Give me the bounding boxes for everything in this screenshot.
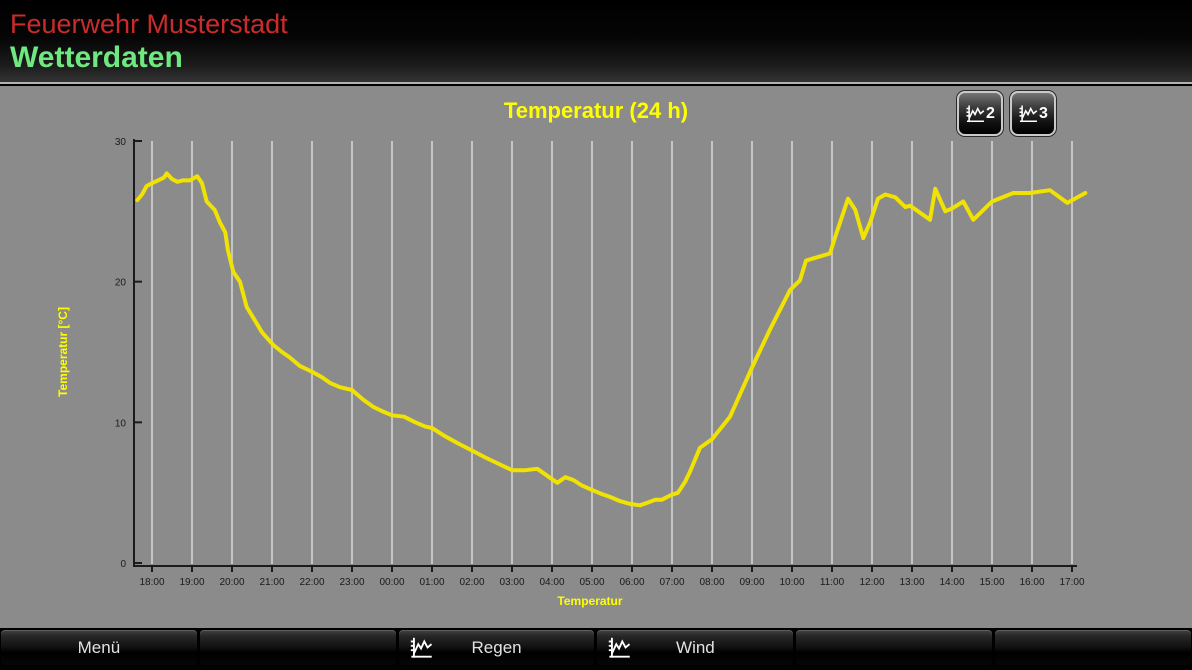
svg-text:01:00: 01:00 <box>419 577 444 588</box>
line-chart-icon <box>609 637 631 658</box>
svg-text:16:00: 16:00 <box>1019 577 1044 588</box>
svg-text:17:00: 17:00 <box>1059 577 1084 588</box>
empty-button-2[interactable] <box>796 630 993 666</box>
svg-text:10: 10 <box>115 418 127 429</box>
svg-text:30: 30 <box>115 137 127 148</box>
x-axis-label: Temperatur <box>557 594 623 608</box>
svg-text:02:00: 02:00 <box>459 577 484 588</box>
svg-text:07:00: 07:00 <box>659 577 684 588</box>
chart-title: Temperatur (24 h) <box>503 98 689 123</box>
svg-text:22:00: 22:00 <box>299 577 324 588</box>
menu-button[interactable]: Menü <box>1 630 197 666</box>
chart-view-3-button[interactable]: 3 <box>1010 91 1056 136</box>
wind-button[interactable]: Wind <box>597 630 794 666</box>
svg-text:00:00: 00:00 <box>379 577 404 588</box>
empty-button-1[interactable] <box>199 630 396 666</box>
svg-text:20: 20 <box>115 278 127 289</box>
svg-text:06:00: 06:00 <box>619 577 644 588</box>
svg-text:18:00: 18:00 <box>139 577 164 588</box>
svg-text:05:00: 05:00 <box>579 577 604 588</box>
svg-text:12:00: 12:00 <box>859 577 884 588</box>
svg-text:10:00: 10:00 <box>779 577 804 588</box>
svg-text:11:00: 11:00 <box>820 577 845 588</box>
svg-text:09:00: 09:00 <box>739 577 764 588</box>
svg-text:03:00: 03:00 <box>499 577 524 588</box>
header: Feuerwehr Musterstadt Wetterdaten <box>0 0 1192 84</box>
svg-text:13:00: 13:00 <box>899 577 924 588</box>
wind-button-label: Wind <box>676 638 715 657</box>
menu-button-label: Menü <box>77 638 121 657</box>
svg-text:21:00: 21:00 <box>259 577 284 588</box>
bottom-toolbar: Menü Regen Wind <box>0 628 1192 670</box>
rain-button-label: Regen <box>471 638 522 657</box>
svg-text:0: 0 <box>120 559 126 570</box>
chart-area: 18:00 19:00 20:00 21:00 22:00 23:00 00:00 01:00… <box>0 86 1192 628</box>
temperature-chart: 18:00 19:00 20:00 21:00 22:00 23:00 00:00 01:00… <box>115 137 1088 588</box>
page-title: Wetterdaten <box>10 41 183 74</box>
chart-view-2-button[interactable]: 2 <box>957 91 1003 136</box>
line-chart-icon <box>410 637 432 658</box>
view-button-label: 2 <box>986 104 995 122</box>
svg-text:08:00: 08:00 <box>699 577 724 588</box>
rain-button[interactable]: Regen <box>398 630 595 666</box>
svg-text:23:00: 23:00 <box>339 577 364 588</box>
y-axis-label: Temperatur [°C] <box>56 307 70 397</box>
svg-text:15:00: 15:00 <box>979 577 1004 588</box>
line-chart-icon <box>1019 105 1038 122</box>
empty-button-3[interactable] <box>995 630 1191 666</box>
view-switch: 2 3 <box>957 91 1056 136</box>
svg-text:19:00: 19:00 <box>179 577 204 588</box>
line-chart-icon <box>966 105 985 122</box>
app-title: Feuerwehr Musterstadt <box>10 9 288 39</box>
svg-text:14:00: 14:00 <box>939 577 964 588</box>
svg-text:20:00: 20:00 <box>219 577 244 588</box>
svg-text:04:00: 04:00 <box>539 577 564 588</box>
view-button-label: 3 <box>1039 104 1048 122</box>
